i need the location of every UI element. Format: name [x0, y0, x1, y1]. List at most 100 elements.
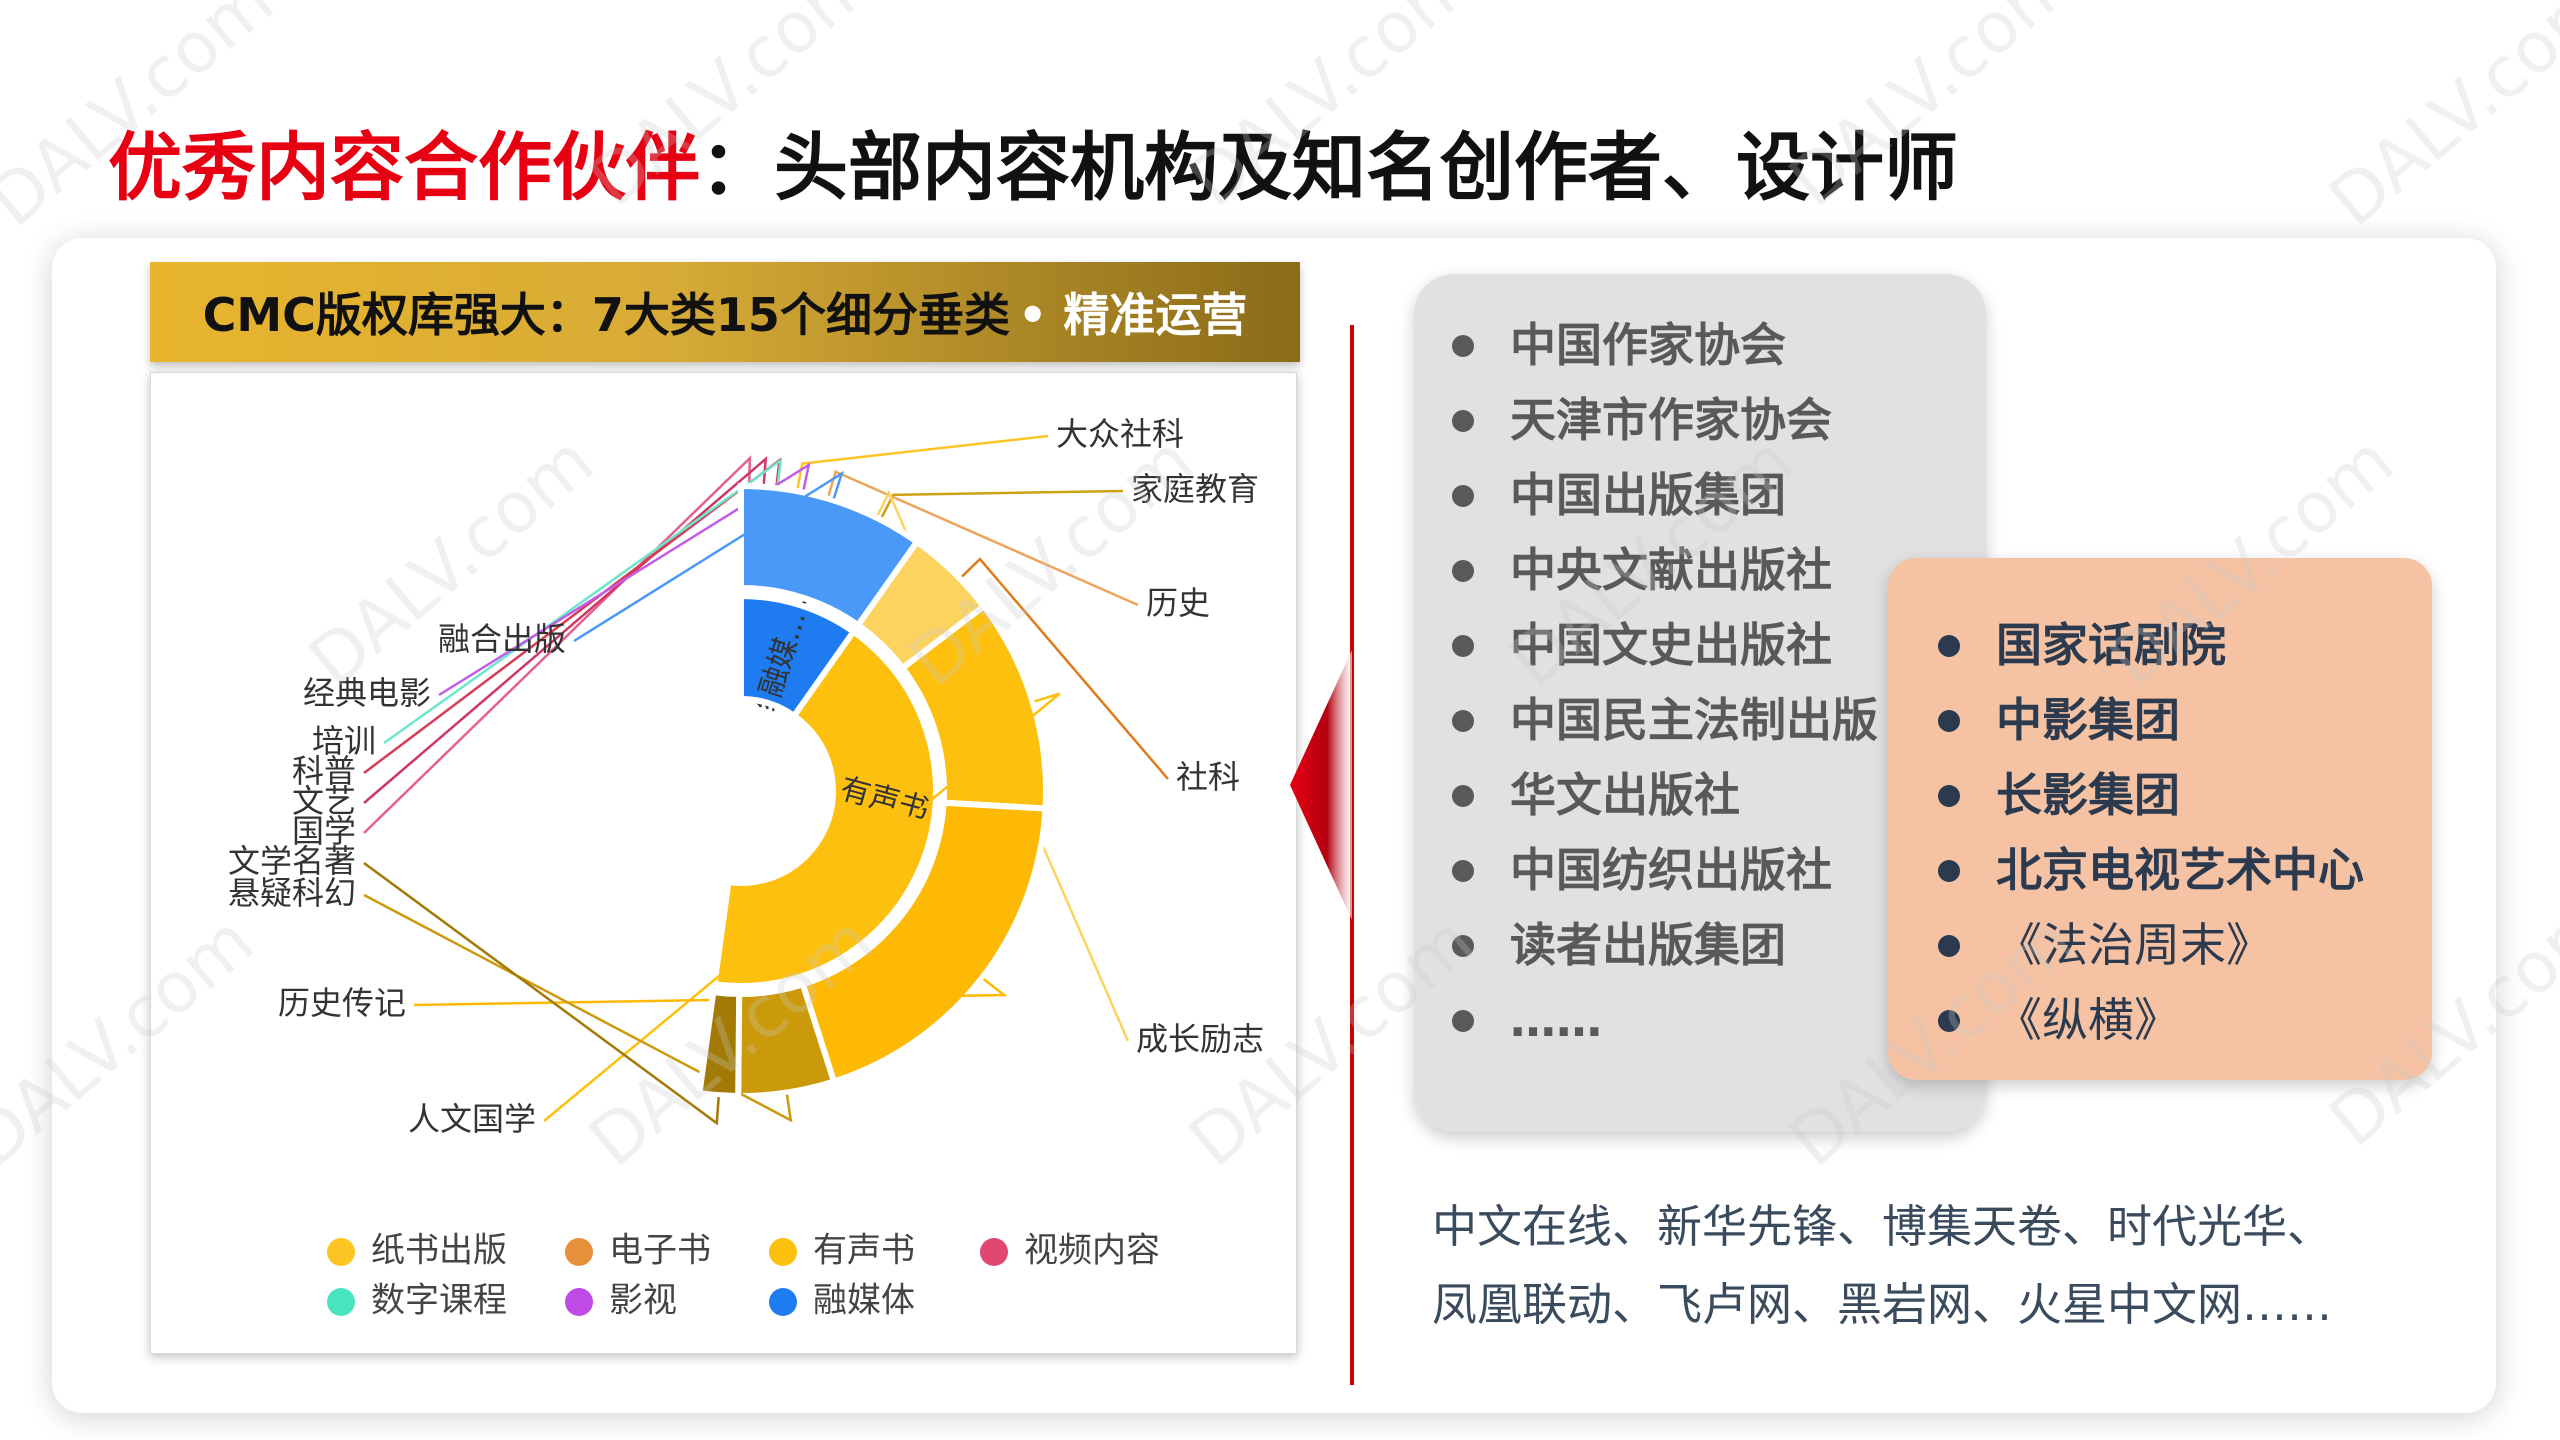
outer-segment-label: 历史传记 [278, 984, 406, 1022]
leader-line [383, 457, 783, 745]
leader-line [876, 489, 1130, 1042]
outer-segment-label: 国学 [292, 812, 356, 850]
outer-segment-label: 社科 [1176, 758, 1240, 796]
legend-swatch [565, 1288, 593, 1316]
leader-line [363, 893, 793, 1123]
chart-svg: 纸书出...电子书有声书融媒...大众社科家庭教育历史社科成长励志人文国学历史传… [228, 415, 1264, 1321]
leader-line [573, 470, 844, 643]
media-item-label: 中影集团 [1996, 693, 2180, 747]
media-item-label: 《法治周末》 [1996, 918, 2272, 972]
bullet-icon [1452, 709, 1474, 732]
publisher-item-label: 中国作家协会 [1510, 318, 1786, 372]
outer-segment-label: 融合出版 [438, 620, 566, 658]
leader-line [880, 489, 1124, 519]
leader-line [363, 861, 720, 1126]
bullet-icon [1452, 634, 1474, 657]
outer-segment-label: 文艺 [292, 782, 356, 820]
media-item-label: 国家话剧院 [1996, 618, 2226, 672]
bullet-icon [1452, 1009, 1474, 1032]
outer-segment [799, 799, 1049, 1086]
outer-segment-label: 培训 [312, 722, 376, 760]
title-rest: ：头部内容机构及知名创作者、设计师 [700, 125, 1958, 211]
bullet-icon [1938, 784, 1960, 807]
outer-segment-label: 经典电影 [303, 674, 431, 712]
publisher-item-label: 中国文史出版社 [1510, 618, 1832, 672]
outer-segment-label: 历史 [1146, 584, 1210, 622]
legend-swatch [327, 1288, 355, 1316]
media-item: 国家话剧院 [1938, 608, 2364, 683]
slide-title: 优秀内容合作伙伴：头部内容机构及知名创作者、设计师 [108, 118, 1958, 218]
leader-line [796, 434, 1049, 490]
outer-segment-label: 家庭教育 [1131, 470, 1259, 508]
partners-line-1: 中文在线、新华先锋、博集天卷、时代光华、 [1432, 1200, 2333, 1253]
legend-swatch [769, 1238, 797, 1266]
publisher-item: 天津市作家协会 [1452, 383, 1878, 458]
media-item: 《纵横》 [1938, 983, 2364, 1058]
legend-swatch [769, 1288, 797, 1316]
bullet-icon [1938, 1009, 1960, 1032]
leader-line [438, 462, 811, 697]
media-item-label: 《纵横》 [1996, 993, 2180, 1047]
legend-label: 视频内容 [1024, 1231, 1160, 1271]
publisher-item: 中国民主法制出版 [1452, 683, 1878, 758]
media-item-label: 北京电视艺术中心 [1996, 843, 2364, 897]
outer-segment-label: 人文国学 [408, 1100, 536, 1138]
leader-line [413, 978, 1008, 1007]
media-item: 长影集团 [1938, 758, 2364, 833]
media-card [1888, 558, 2432, 1080]
partners-line-2: 凤凰联动、飞卢网、黑岩网、火星中文网…… [1432, 1278, 2333, 1331]
publisher-item: 中国文史出版社 [1452, 608, 1878, 683]
inner-segment [738, 592, 858, 721]
arrow-left-icon [1290, 650, 1352, 920]
bullet-icon [1452, 409, 1474, 432]
legend-label: 有声书 [813, 1231, 915, 1271]
bullet-icon [1452, 859, 1474, 882]
publisher-item-label: 华文出版社 [1510, 768, 1740, 822]
legend-swatch [980, 1238, 1008, 1266]
banner-main: CMC版权库强大：7大类15个细分垂类 [202, 288, 1010, 342]
legend-label: 融媒体 [813, 1281, 915, 1321]
bullet-icon [1938, 709, 1960, 732]
bullet-icon [1938, 859, 1960, 882]
leader-line [363, 455, 752, 834]
outer-segment-label: 文学名著 [228, 842, 356, 880]
outer-segment-label: 成长励志 [1136, 1020, 1264, 1058]
outer-segment-label: 大众社科 [1056, 415, 1184, 453]
publisher-item: 中央文献出版社 [1452, 533, 1878, 608]
publisher-item: …… [1452, 983, 1878, 1058]
legend-label: 电子书 [609, 1231, 711, 1271]
legend-swatch [327, 1238, 355, 1266]
legend-label: 影视 [609, 1281, 677, 1321]
media-list: 国家话剧院中影集团长影集团北京电视艺术中心 《法治周末》 《纵横》 [1938, 608, 2364, 1058]
partners-text: 中文在线、新华先锋、博集天卷、时代光华、 凤凰联动、飞卢网、黑岩网、火星中文网…… [1432, 1188, 2492, 1344]
bullet-icon [1938, 934, 1960, 957]
media-item-label: 长影集团 [1996, 768, 2180, 822]
publisher-item-label: 中国纺织出版社 [1510, 843, 1832, 897]
outer-segment-label: 科普 [292, 752, 356, 790]
legend-swatch [565, 1238, 593, 1266]
media-item: 中影集团 [1938, 683, 2364, 758]
sunburst-rings: 纸书出...电子书有声书融媒...大众社科家庭教育历史社科成长励志人文国学历史传… [228, 415, 1264, 1138]
publisher-item-label: 读者出版集团 [1510, 918, 1786, 972]
publisher-item: 华文出版社 [1452, 758, 1878, 833]
bullet-icon [1452, 484, 1474, 507]
outer-segment-label: 悬疑科幻 [228, 874, 356, 912]
leader-line [363, 456, 768, 804]
media-item: 北京电视艺术中心 [1938, 833, 2364, 908]
publisher-item: 中国作家协会 [1452, 308, 1878, 383]
watermark: DALV.com [2313, 0, 2560, 243]
media-item: 《法治周末》 [1938, 908, 2364, 983]
publisher-item-label: 中国民主法制出版 [1510, 693, 1878, 747]
publisher-item: 中国出版集团 [1452, 458, 1878, 533]
leader-line [543, 692, 1061, 1122]
bullet-icon [1938, 634, 1960, 657]
bullet-icon [1452, 934, 1474, 957]
bullet-icon [1452, 784, 1474, 807]
title-highlight: 优秀内容合作伙伴 [108, 125, 700, 211]
legend-label: 数字课程 [371, 1281, 507, 1321]
banner: CMC版权库强大：7大类15个细分垂类 • 精准运营 [150, 262, 1300, 362]
publisher-item-label: 天津市作家协会 [1510, 393, 1832, 447]
publisher-item-label: 中央文献出版社 [1510, 543, 1832, 597]
leader-line [827, 470, 1139, 607]
